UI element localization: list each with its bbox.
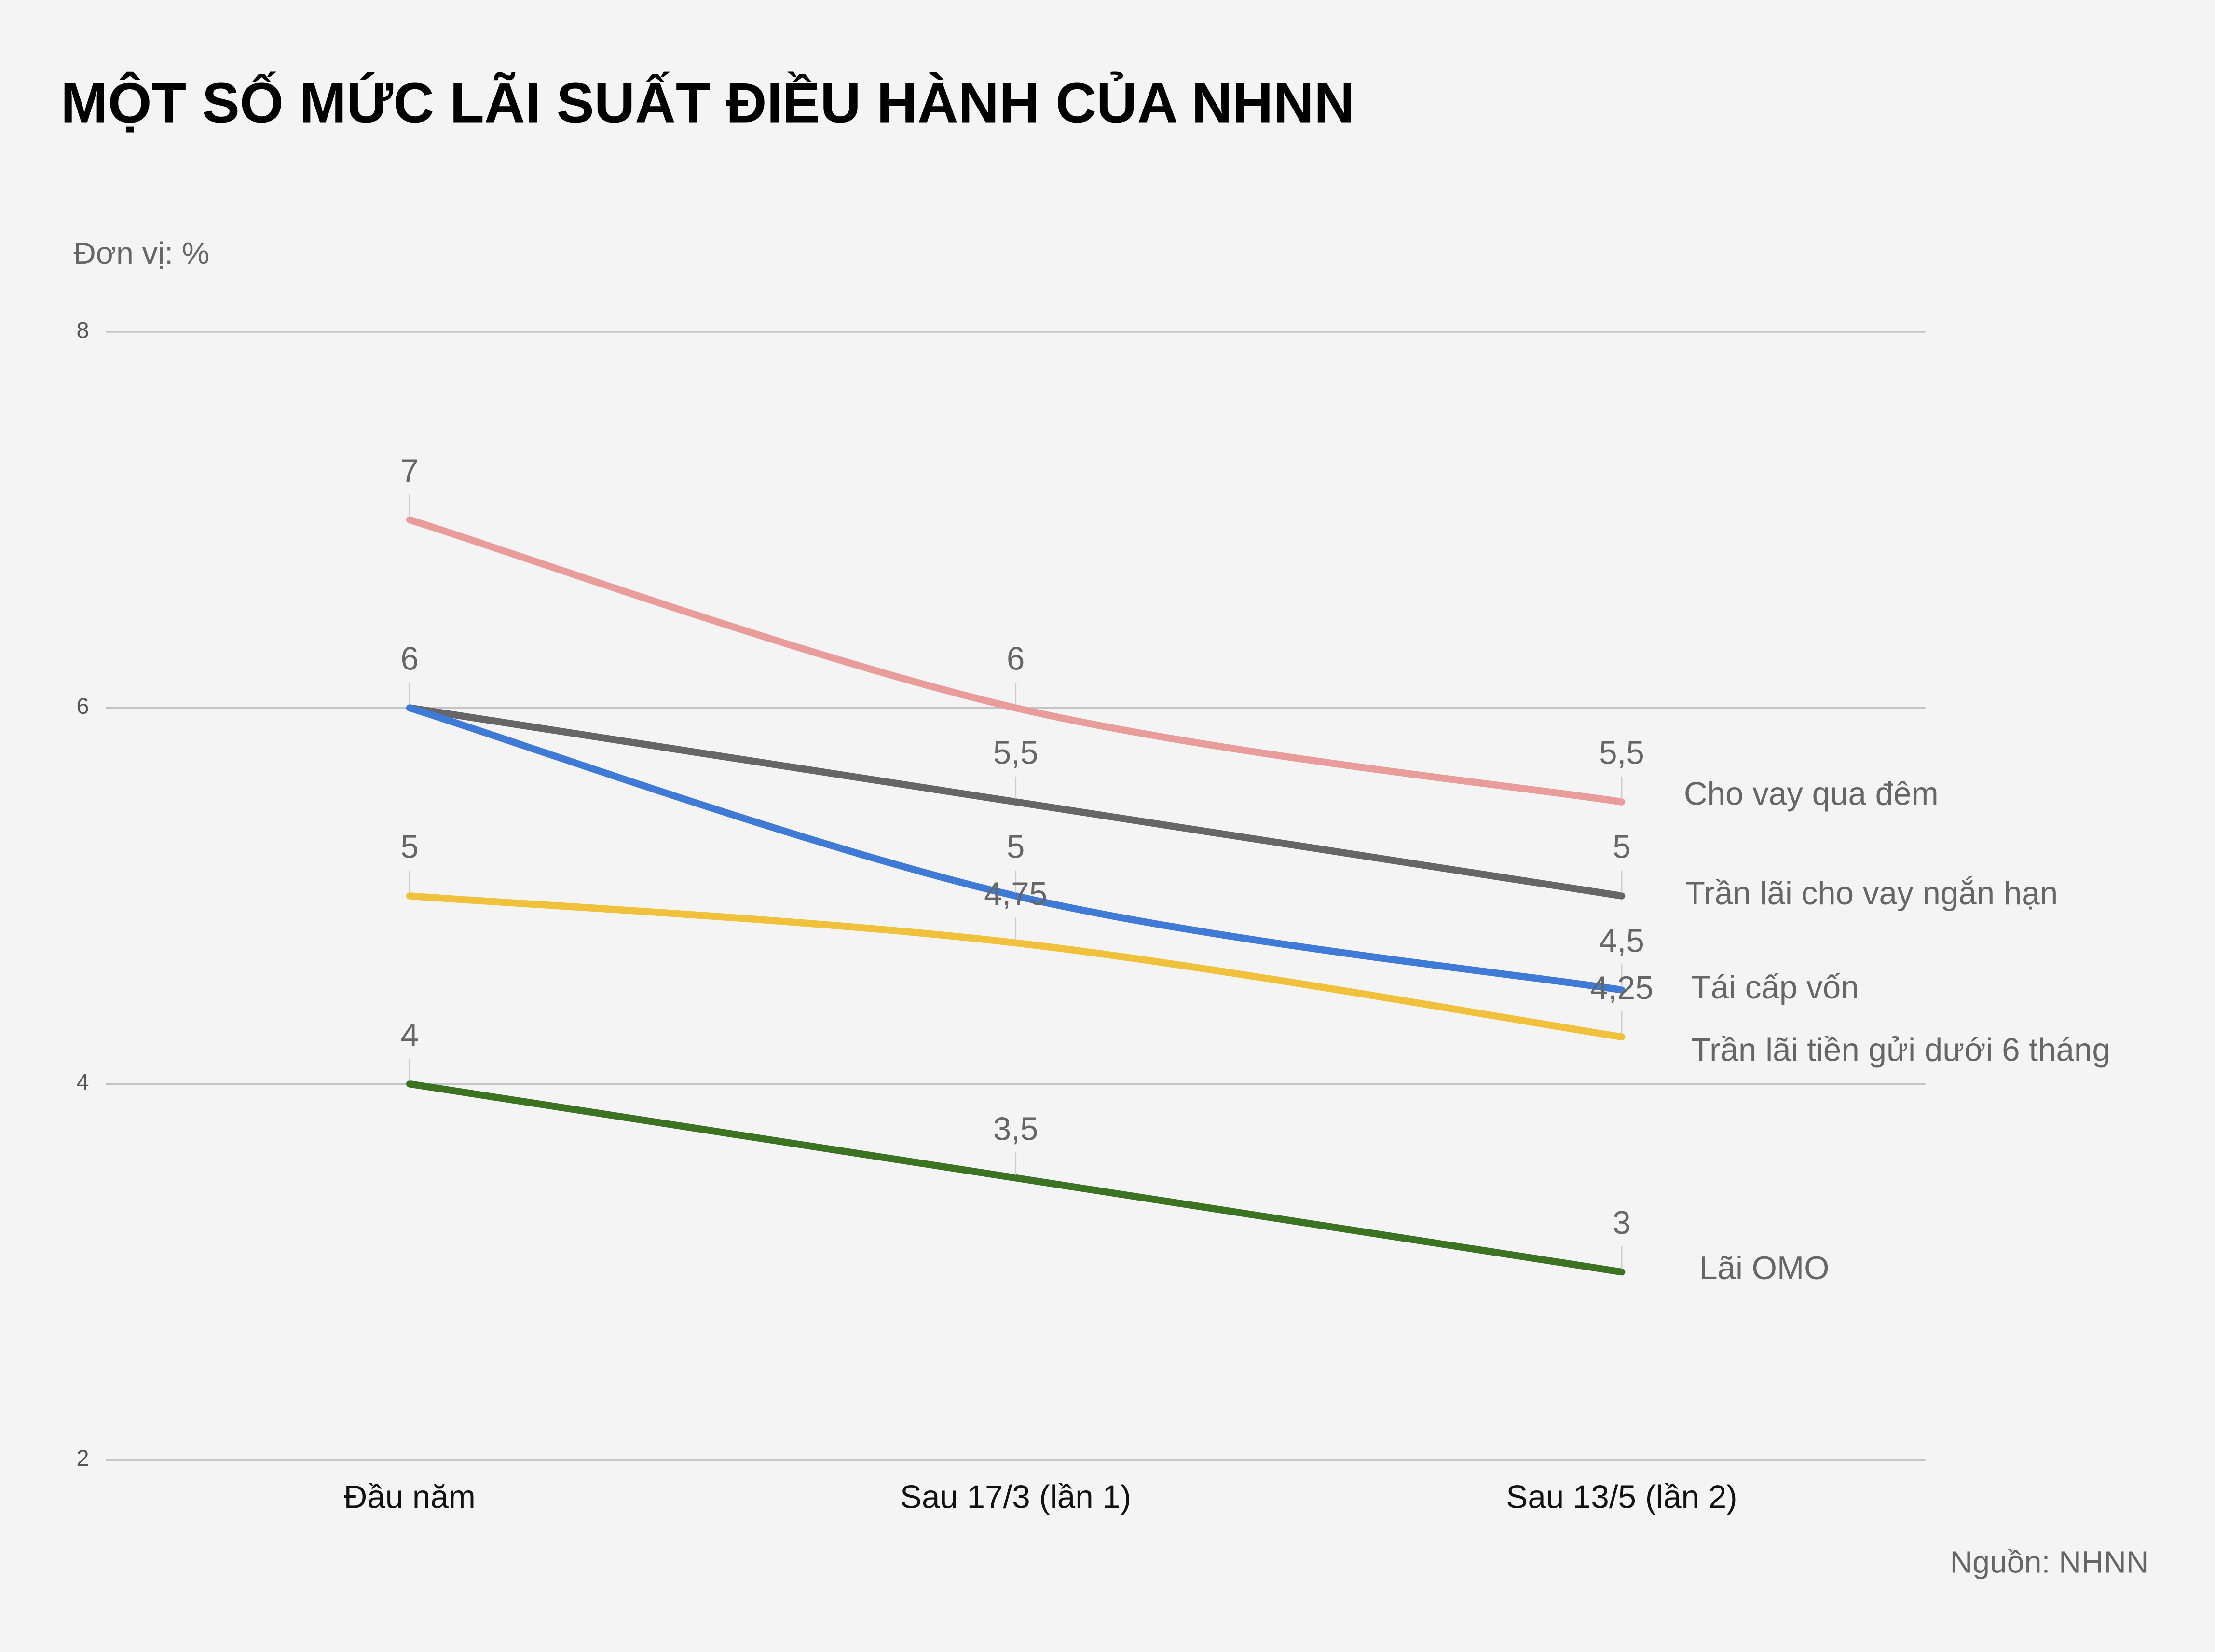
data-label: 4,75 <box>984 876 1047 912</box>
data-label: 5,5 <box>993 735 1039 771</box>
y-tick-label: 2 <box>76 1446 89 1471</box>
data-label: 7 <box>401 453 419 489</box>
data-label: 5 <box>1613 829 1630 865</box>
legend-label: Cho vay qua đêm <box>1684 776 1939 812</box>
data-label: 4 <box>401 1017 419 1053</box>
series-line <box>406 892 1626 1041</box>
legend-label: Lãi OMO <box>1699 1250 1829 1286</box>
source: Nguồn: NHNN <box>1950 1545 2149 1580</box>
data-label: 3,5 <box>993 1111 1039 1147</box>
x-tick-label: Sau 13/5 (lần 2) <box>1506 1479 1737 1515</box>
unit-label: Đơn vị: % <box>73 236 209 271</box>
data-label: 6 <box>401 641 419 677</box>
y-tick-label: 8 <box>76 317 89 342</box>
data-label: 3 <box>1613 1205 1630 1241</box>
series-line <box>406 1080 1626 1276</box>
chart-title: MỘT SỐ MỨC LÃI SUẤT ĐIỀU HÀNH CỦA NHNN <box>61 71 1355 134</box>
legend-label: Tái cấp vốn <box>1691 969 1859 1006</box>
data-label: 6 <box>1007 641 1025 677</box>
data-label: 4,5 <box>1599 923 1644 959</box>
series-line <box>406 704 1626 994</box>
data-label: 5 <box>401 829 419 865</box>
data-label: 4,25 <box>1590 970 1653 1006</box>
legend-label: Trần lãi cho vay ngắn hạn <box>1685 875 2058 912</box>
y-tick-label: 6 <box>76 694 89 719</box>
data-label: 5,5 <box>1599 735 1644 771</box>
data-label: 5 <box>1007 829 1025 865</box>
x-tick-label: Sau 17/3 (lần 1) <box>900 1479 1131 1515</box>
legend-label: Trần lãi tiền gửi dưới 6 tháng <box>1691 1032 2110 1068</box>
y-tick-label: 4 <box>76 1070 89 1095</box>
x-tick-label: Đầu năm <box>344 1479 476 1515</box>
series-line <box>406 516 1626 806</box>
series-line <box>406 704 1626 900</box>
